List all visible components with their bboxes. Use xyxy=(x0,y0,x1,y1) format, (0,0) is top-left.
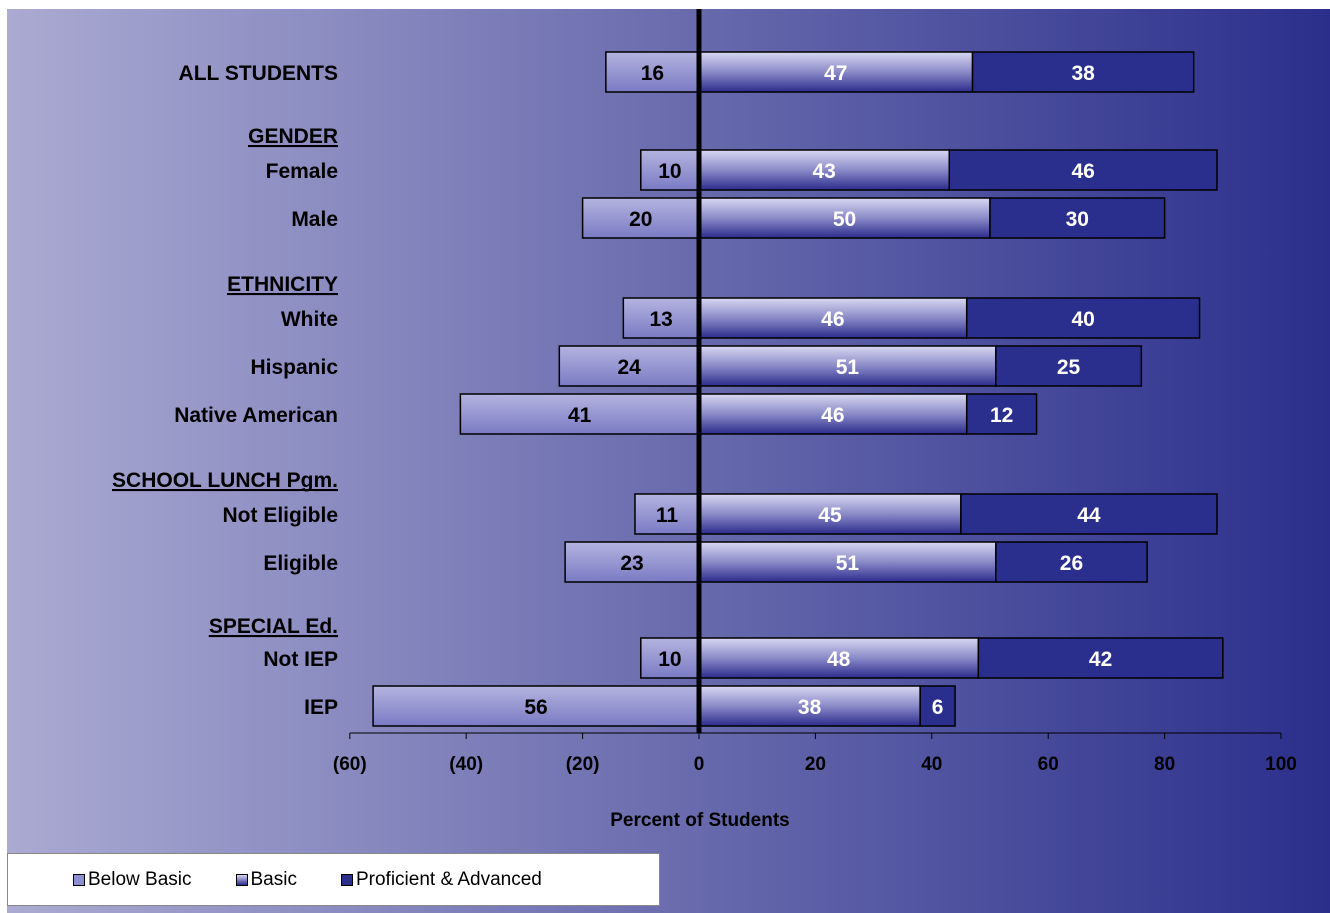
x-tick-label: 40 xyxy=(921,754,942,775)
x-tick-label: 80 xyxy=(1154,754,1175,775)
bar-proficient-not-iep xyxy=(977,637,1224,679)
bar-basic-eligible xyxy=(698,541,997,583)
bar-proficient-not-eligible xyxy=(960,493,1218,535)
x-tick-label: (20) xyxy=(566,754,600,775)
legend-label-below-basic: Below Basic xyxy=(88,868,192,890)
bar-below-basic-male xyxy=(581,197,700,239)
category-label-eligible: Eligible xyxy=(263,552,338,575)
value-label-proficient-white: 40 xyxy=(1071,308,1094,331)
bar-basic-not-eligible xyxy=(698,493,962,535)
legend-label-proficient: Proficient & Advanced xyxy=(355,868,542,890)
bar-below-basic-eligible xyxy=(564,541,700,583)
value-label-proficient-iep: 6 xyxy=(932,696,944,719)
value-label-basic-white: 46 xyxy=(821,308,844,331)
legend-swatch-basic-icon xyxy=(235,873,248,886)
category-label-not-iep: Not IEP xyxy=(263,648,338,671)
bar-basic-all-students xyxy=(698,51,974,93)
value-label-below-basic-white: 13 xyxy=(649,308,672,331)
category-label-not-eligible: Not Eligible xyxy=(223,504,339,527)
value-label-below-basic-iep: 56 xyxy=(524,696,547,719)
value-label-basic-not-iep: 48 xyxy=(827,648,851,671)
legend-item-basic: Basic xyxy=(235,868,297,891)
group-label-gender: GENDER xyxy=(248,125,338,148)
chart-background xyxy=(7,9,1330,913)
value-label-basic-female: 43 xyxy=(812,160,835,183)
x-tick-label: (40) xyxy=(449,754,483,775)
category-label-iep: IEP xyxy=(304,696,338,719)
bar-proficient-female xyxy=(948,149,1218,191)
value-label-proficient-male: 30 xyxy=(1066,208,1089,231)
value-label-basic-native-american: 46 xyxy=(821,404,844,427)
category-label-white: White xyxy=(281,308,338,331)
bar-below-basic-not-iep xyxy=(640,637,700,679)
value-label-below-basic-hispanic: 24 xyxy=(617,356,641,379)
bar-below-basic-white xyxy=(622,297,700,339)
bar-basic-female xyxy=(698,149,951,191)
x-tick-label: 0 xyxy=(694,754,705,775)
value-label-proficient-female: 46 xyxy=(1071,160,1094,183)
category-label-hispanic: Hispanic xyxy=(250,356,338,379)
group-label-special-ed: SPECIAL Ed. xyxy=(209,615,338,638)
bar-proficient-eligible xyxy=(995,541,1148,583)
value-label-proficient-not-eligible: 44 xyxy=(1077,504,1101,527)
value-label-below-basic-male: 20 xyxy=(629,208,652,231)
x-tick-label: 100 xyxy=(1265,754,1297,775)
value-label-below-basic-eligible: 23 xyxy=(620,552,643,575)
bar-basic-iep xyxy=(698,685,921,727)
legend: Below Basic Basic Proficient & Advanced xyxy=(7,853,660,906)
legend-swatch-below-basic-icon xyxy=(73,873,85,886)
value-label-below-basic-native-american: 41 xyxy=(568,404,592,427)
value-label-proficient-native-american: 12 xyxy=(990,404,1013,427)
value-label-below-basic-not-eligible: 11 xyxy=(656,504,679,527)
value-label-below-basic-all-students: 16 xyxy=(641,62,664,85)
value-label-below-basic-not-iep: 10 xyxy=(658,648,681,671)
value-label-basic-eligible: 51 xyxy=(836,552,860,575)
group-label-ethnicity: ETHNICITY xyxy=(227,273,338,296)
legend-swatch-proficient-icon xyxy=(340,873,353,886)
value-label-basic-iep: 38 xyxy=(798,696,822,719)
value-label-proficient-eligible: 26 xyxy=(1060,552,1083,575)
bar-proficient-male xyxy=(989,197,1166,239)
category-label-female: Female xyxy=(266,160,338,183)
value-label-proficient-hispanic: 25 xyxy=(1057,356,1081,379)
x-tick-label: 20 xyxy=(805,754,826,775)
value-label-basic-not-eligible: 45 xyxy=(818,504,842,527)
category-label-all-students: ALL STUDENTS xyxy=(179,62,338,85)
bar-proficient-all-students xyxy=(971,51,1195,93)
legend-label-basic: Basic xyxy=(250,868,297,890)
bar-proficient-hispanic xyxy=(995,345,1143,387)
value-label-basic-hispanic: 51 xyxy=(836,356,860,379)
legend-item-below-basic: Below Basic xyxy=(73,869,192,891)
bar-proficient-native-american xyxy=(965,393,1038,435)
bar-below-basic-all-students xyxy=(605,51,700,93)
x-tick-label: (60) xyxy=(333,754,367,775)
value-label-proficient-all-students: 38 xyxy=(1071,62,1095,85)
group-label-school-lunch-pgm: SCHOOL LUNCH Pgm. xyxy=(112,469,338,492)
bar-proficient-white xyxy=(965,297,1201,339)
category-label-native-american: Native American xyxy=(174,404,338,427)
bar-basic-hispanic xyxy=(698,345,997,387)
bar-below-basic-not-eligible xyxy=(634,493,700,535)
x-axis-title: Percent of Students xyxy=(610,810,789,831)
value-label-basic-all-students: 47 xyxy=(824,62,847,85)
value-label-below-basic-female: 10 xyxy=(658,160,681,183)
bar-below-basic-iep xyxy=(372,685,700,727)
value-label-basic-male: 50 xyxy=(833,208,856,231)
x-tick-label: 60 xyxy=(1038,754,1059,775)
bar-proficient-iep xyxy=(919,685,956,727)
bar-below-basic-hispanic xyxy=(558,345,700,387)
legend-item-proficient: Proficient & Advanced xyxy=(340,868,542,891)
category-label-male: Male xyxy=(291,208,338,231)
value-label-proficient-not-iep: 42 xyxy=(1089,648,1112,671)
bar-below-basic-native-american xyxy=(459,393,700,435)
